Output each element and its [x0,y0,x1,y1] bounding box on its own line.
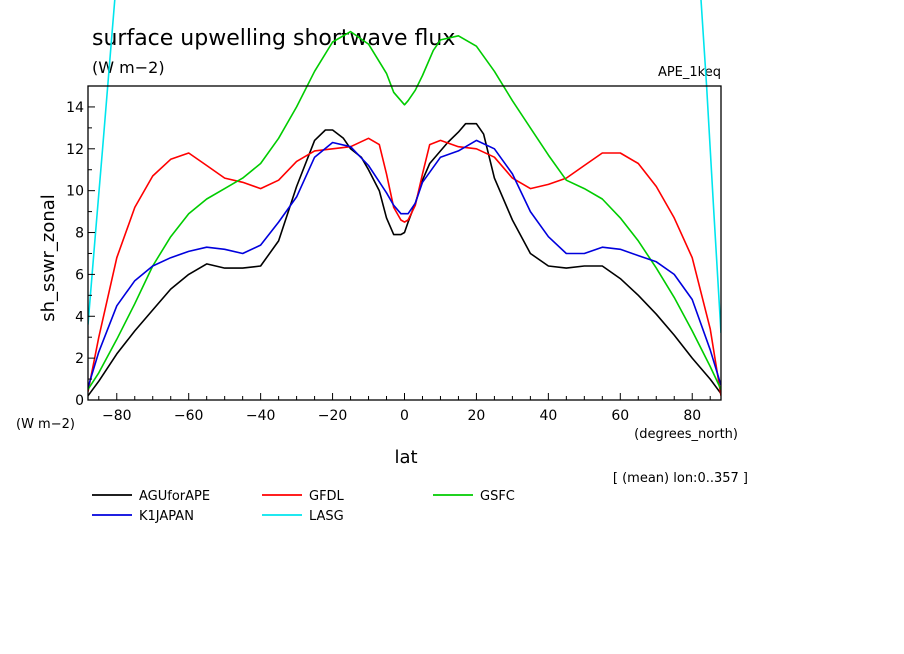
x-tick-label: 40 [539,408,557,424]
x-tick-label: 80 [683,408,701,424]
x-tick-label: −80 [102,408,132,424]
x-axis-label: lat [394,447,417,468]
y-tick-label: 8 [75,226,84,242]
legend-label-aguforape: AGUforAPE [139,489,210,504]
x-axis-units: (degrees_north) [634,427,738,442]
y-axis-label: sh_sswr_zonal [38,194,59,322]
x-tick-label: 20 [468,408,486,424]
series-line-gfdl [88,137,721,396]
x-tick-label: −40 [246,408,276,424]
series-line-gsfc [88,30,721,390]
y-units-left: (W m−2) [16,417,75,432]
averaging-note: [ (mean) lon:0..357 ] [613,471,748,486]
y-tick-label: 4 [75,309,84,325]
y-tick-label: 12 [66,142,84,158]
series-line-lasg [88,0,721,334]
dataset-tag: APE_1keq [658,65,721,80]
chart-title: surface upwelling shortwave flux [92,26,455,51]
y-tick-label: 0 [75,393,84,409]
legend-label-gsfc: GSFC [480,489,515,504]
series-line-k1japan [88,139,721,388]
y-tick-label: 10 [66,184,84,200]
legend: AGUforAPE GFDL GSFC K1JAPAN LASG [92,489,515,524]
legend-label-gfdl: GFDL [309,489,345,504]
y-tick-label: 6 [75,267,84,283]
x-tick-label: −20 [318,408,348,424]
y-tick-label: 14 [66,100,84,116]
x-tick-label: −60 [174,408,204,424]
series-line-aguforape [88,122,721,397]
x-tick-label: 0 [400,408,409,424]
chart-units: (W m−2) [92,58,165,77]
x-tick-label: 60 [611,408,629,424]
legend-label-k1japan: K1JAPAN [139,509,194,524]
plot-frame [87,85,722,401]
y-tick-label: 2 [75,351,84,367]
legend-label-lasg: LASG [309,509,344,524]
